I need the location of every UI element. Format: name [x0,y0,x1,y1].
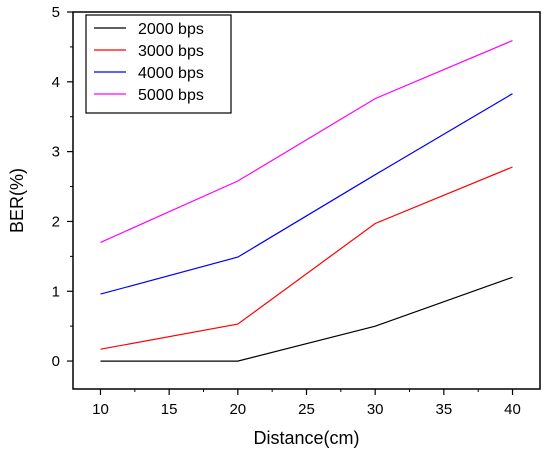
series-line [100,93,513,295]
y-tick-label: 0 [52,353,60,370]
series-lines [100,40,513,362]
legend-label: 5000 bps [138,87,204,104]
series-line [100,276,513,362]
x-axis-title: Distance(cm) [253,428,359,448]
x-tick-label: 25 [298,401,315,418]
y-tick-label: 2 [52,213,60,230]
x-tick-label: 20 [229,401,246,418]
legend-box [85,14,232,114]
x-tick-label: 40 [504,401,521,418]
y-tick-label: 5 [52,4,60,21]
legend-label: 3000 bps [138,43,204,60]
y-axis: 0 1 2 3 4 5 [52,4,73,370]
legend-label: 4000 bps [138,65,204,82]
y-tick-label: 1 [52,283,60,300]
legend-label: 2000 bps [138,21,204,38]
x-tick-label: 10 [92,401,109,418]
y-tick-label: 3 [52,144,60,161]
x-tick-label: 30 [367,401,384,418]
series-line [100,40,513,243]
series-line [100,166,513,350]
x-tick-label: 15 [161,401,178,418]
y-axis-title: BER(%) [7,168,27,233]
legend: 2000 bps 3000 bps 4000 bps 5000 bps [85,14,232,114]
y-tick-label: 4 [52,74,60,91]
x-tick-label: 35 [436,401,453,418]
x-axis: 10 15 20 25 30 35 40 [92,389,521,418]
